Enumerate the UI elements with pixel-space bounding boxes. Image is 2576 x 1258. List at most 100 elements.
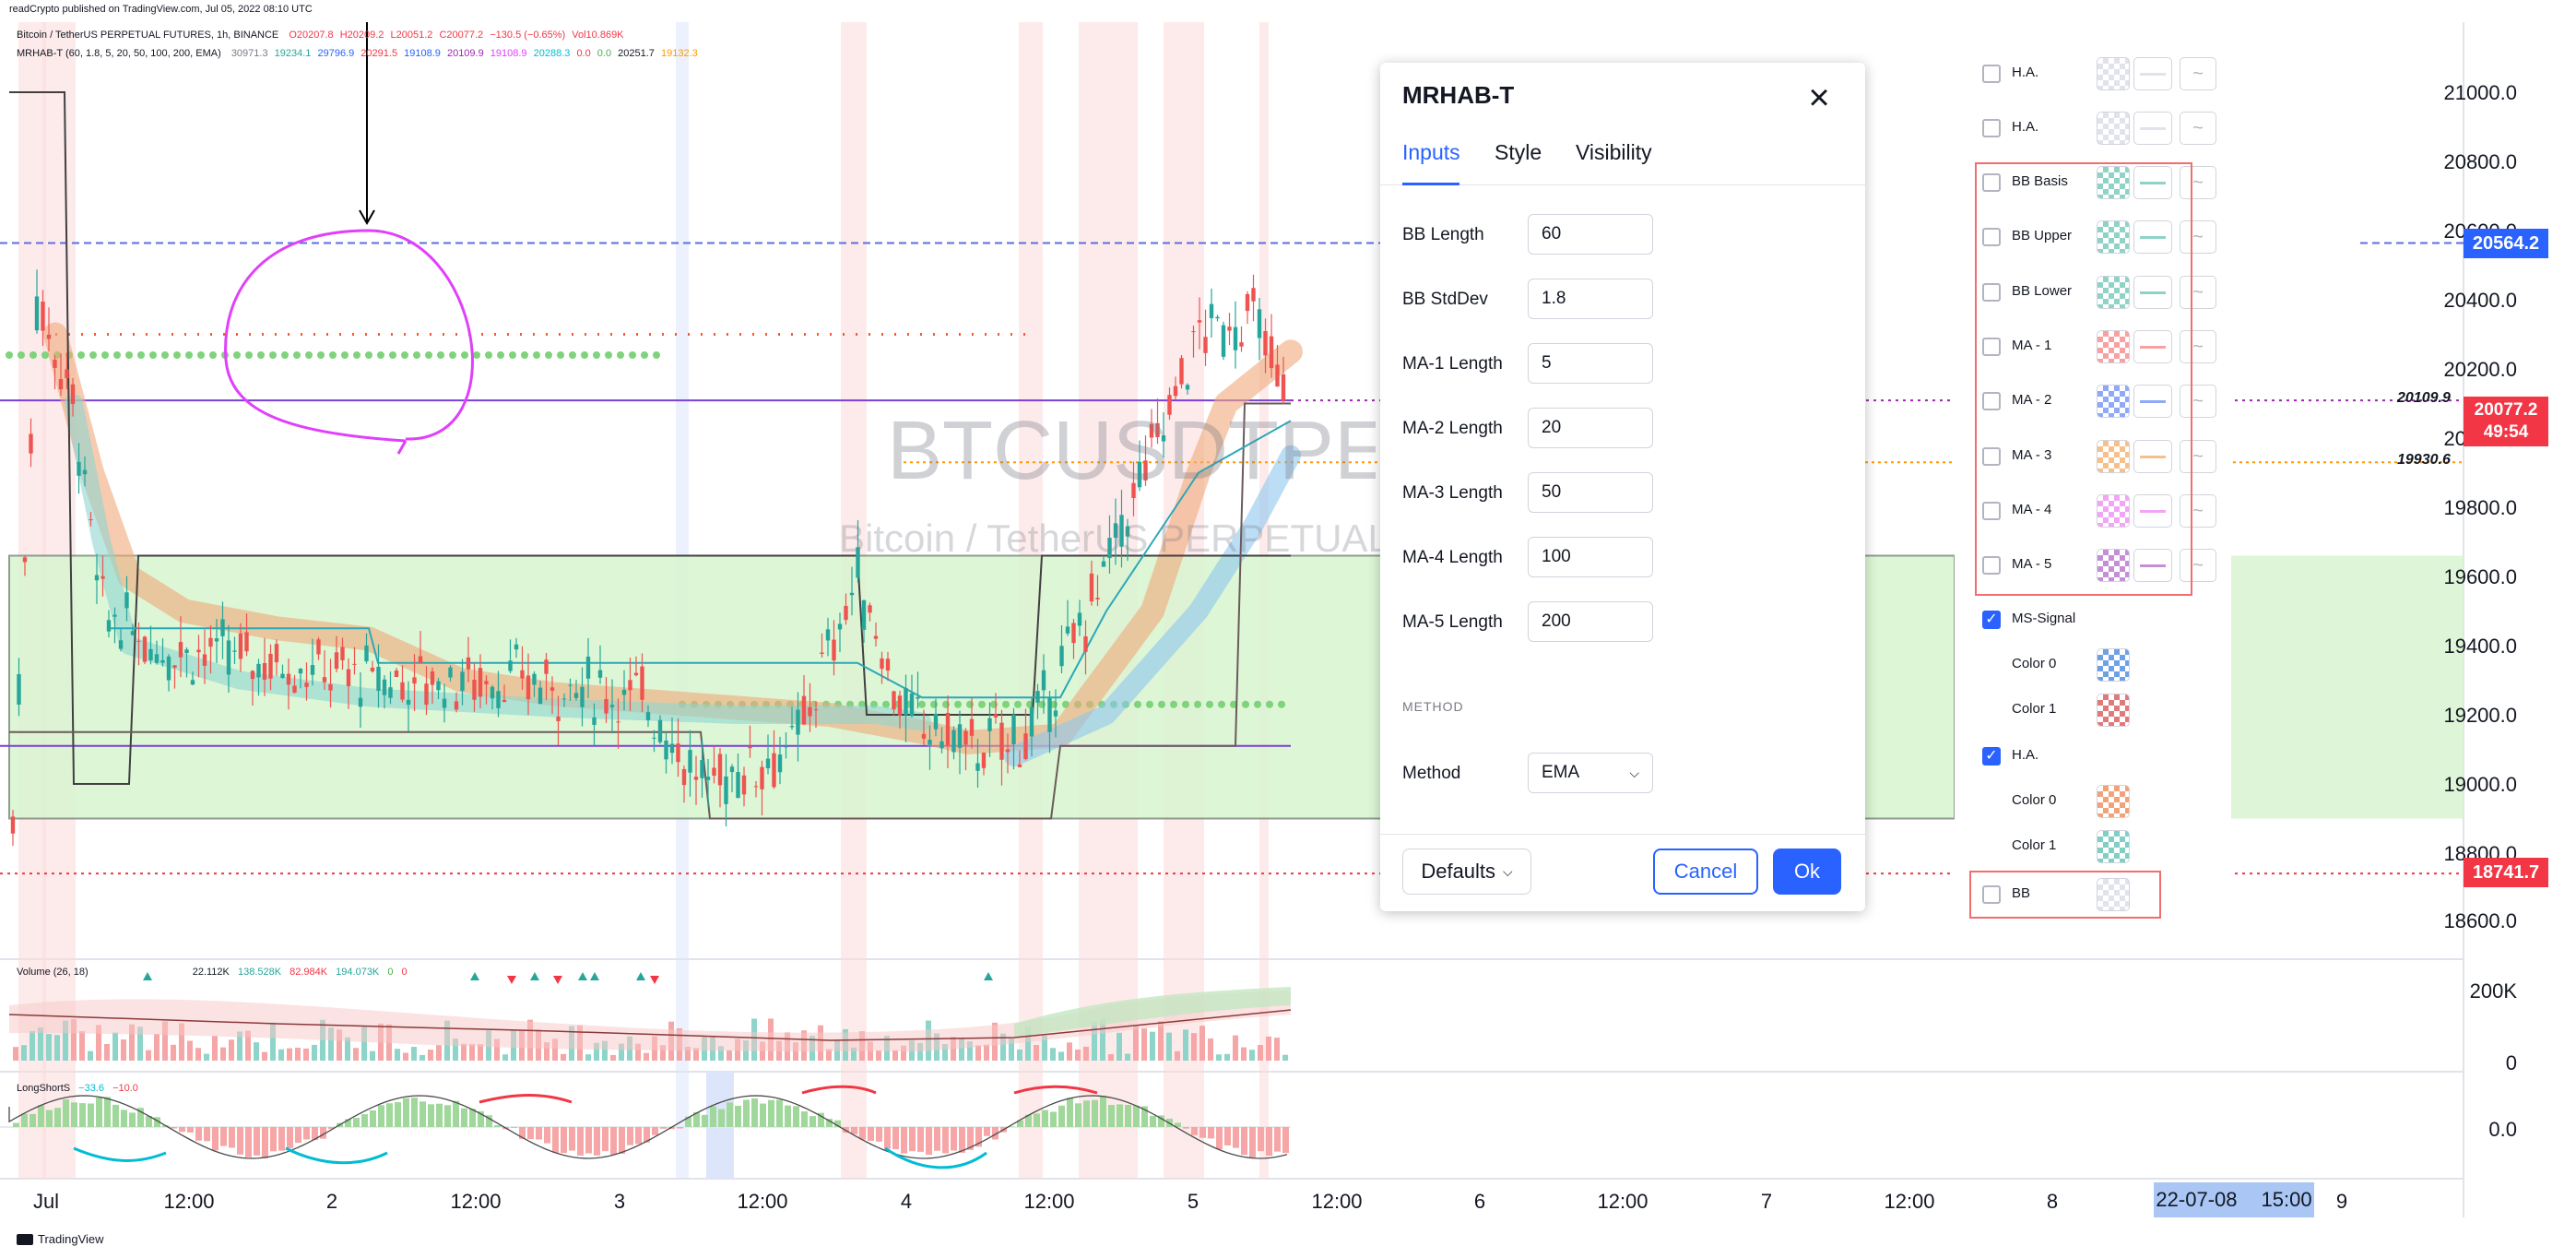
plot-type-icon[interactable]: ~	[2180, 276, 2216, 309]
visibility-checkbox[interactable]	[1982, 502, 2001, 520]
osc-bar	[1224, 1127, 1231, 1145]
color-swatch[interactable]	[2097, 830, 2130, 863]
candle-body	[124, 592, 129, 609]
plot-type-icon[interactable]: ~	[2180, 385, 2216, 418]
color-swatch[interactable]	[2097, 276, 2130, 309]
plot-type-icon[interactable]: ~	[2180, 220, 2216, 254]
color-swatch[interactable]	[2097, 330, 2130, 363]
osc-bar	[278, 1127, 285, 1151]
symbol-legend: Bitcoin / TetherUS PERPETUAL FUTURES, 1h…	[17, 30, 632, 41]
bb-stddev-input[interactable]: 1.8	[1528, 279, 1653, 319]
line-style-button[interactable]	[2133, 276, 2172, 309]
ma2-length-input[interactable]: 20	[1528, 408, 1653, 448]
candle-body	[1227, 326, 1232, 331]
color-swatch[interactable]	[2097, 648, 2130, 682]
dot-series	[641, 351, 648, 359]
osc-bar	[46, 1110, 53, 1127]
color-swatch[interactable]	[2097, 166, 2130, 199]
candle-body	[46, 334, 52, 339]
visibility-checkbox[interactable]	[1982, 283, 2001, 302]
plot-type-icon[interactable]: ~	[2180, 549, 2216, 582]
candle-body	[1173, 386, 1178, 397]
color-swatch[interactable]	[2097, 549, 2130, 582]
candle-body	[394, 670, 399, 677]
candle-body	[951, 730, 956, 753]
indicator-legend[interactable]: MRHAB-T (60, 1.8, 5, 20, 50, 100, 200, E…	[17, 48, 705, 59]
indicator-settings-dialog: MRHAB-T × Inputs Style Visibility BB Len…	[1380, 63, 1865, 911]
visibility-checkbox[interactable]	[1982, 338, 2001, 356]
color-swatch[interactable]	[2097, 494, 2130, 528]
osc-bar	[104, 1097, 111, 1127]
dot-series	[389, 351, 396, 359]
candle-body	[772, 753, 776, 788]
close-icon[interactable]: ×	[1808, 77, 1830, 118]
visibility-checkbox[interactable]	[1982, 392, 2001, 410]
candle-body	[1275, 364, 1280, 387]
tab-visibility[interactable]: Visibility	[1576, 140, 1652, 164]
color-label: Color 0	[2012, 792, 2057, 808]
dot-series	[449, 351, 456, 359]
ma5-length-input[interactable]: 200	[1528, 601, 1653, 642]
line-style-button[interactable]	[2133, 220, 2172, 254]
plot-type-icon[interactable]: ~	[2180, 166, 2216, 199]
visibility-checkbox[interactable]	[1982, 885, 2001, 904]
input-label: MA-5 Length	[1402, 612, 1503, 632]
visibility-checkbox[interactable]	[1982, 228, 2001, 246]
cancel-button[interactable]: Cancel	[1653, 849, 1758, 895]
osc-bar	[419, 1101, 426, 1127]
line-style-button[interactable]	[2133, 57, 2172, 90]
ok-button[interactable]: Ok	[1773, 849, 1841, 895]
color-swatch[interactable]	[2097, 220, 2130, 254]
checkmark-icon[interactable]: ✓	[1982, 611, 2001, 629]
osc-bar	[1258, 1127, 1264, 1152]
ma3-length-input[interactable]: 50	[1528, 472, 1653, 513]
line-style-button[interactable]	[2133, 494, 2172, 528]
plot-type-icon[interactable]: ~	[2180, 440, 2216, 473]
bb-length-input[interactable]: 60	[1528, 214, 1653, 255]
color-swatch[interactable]	[2097, 878, 2130, 911]
defaults-button[interactable]: Defaults ⌵	[1402, 849, 1531, 895]
tab-inputs[interactable]: Inputs	[1402, 140, 1460, 164]
plot-type-icon[interactable]: ~	[2180, 494, 2216, 528]
color-swatch[interactable]	[2097, 440, 2130, 473]
branding[interactable]: TradingView	[17, 1232, 104, 1246]
ma1-length-input[interactable]: 5	[1528, 343, 1653, 384]
color-swatch[interactable]	[2097, 57, 2130, 90]
visibility-checkbox[interactable]	[1982, 173, 2001, 192]
line-style-button[interactable]	[2133, 112, 2172, 145]
line-style-button[interactable]	[2133, 166, 2172, 199]
osc-bar	[1233, 1127, 1239, 1148]
visibility-checkbox[interactable]	[1982, 65, 2001, 83]
visibility-checkbox[interactable]	[1982, 447, 2001, 466]
candle-body	[292, 685, 297, 693]
osc-bar	[801, 1111, 808, 1127]
visibility-checkbox[interactable]	[1982, 119, 2001, 137]
ma4-length-input[interactable]: 100	[1528, 537, 1653, 577]
color-swatch[interactable]	[2097, 694, 2130, 727]
line-style-button[interactable]	[2133, 385, 2172, 418]
volume-bar	[693, 1048, 699, 1061]
osc-bar	[561, 1127, 567, 1154]
osc-bar	[785, 1105, 791, 1127]
dot-series	[6, 351, 13, 359]
tab-style[interactable]: Style	[1495, 140, 1542, 164]
volume-bar	[1158, 1021, 1164, 1061]
plot-type-icon[interactable]: ~	[2180, 112, 2216, 145]
volume-bar	[21, 1045, 27, 1061]
line-style-button[interactable]	[2133, 549, 2172, 582]
line-style-button[interactable]	[2133, 440, 2172, 473]
volume-band	[1014, 987, 1291, 1038]
volume-legend[interactable]: Volume (26, 18) 22.112K 138.528K 82.984K…	[17, 967, 408, 978]
osc-legend[interactable]: LongShortS −33.6 −10.0	[17, 1083, 138, 1094]
osc-bar	[585, 1127, 592, 1154]
osc-bar	[685, 1116, 691, 1127]
color-swatch[interactable]	[2097, 385, 2130, 418]
line-style-button[interactable]	[2133, 330, 2172, 363]
color-swatch[interactable]	[2097, 112, 2130, 145]
visibility-checkbox[interactable]	[1982, 556, 2001, 575]
checkmark-icon[interactable]: ✓	[1982, 747, 2001, 765]
method-select[interactable]: EMA ⌵	[1528, 753, 1653, 793]
plot-type-icon[interactable]: ~	[2180, 57, 2216, 90]
color-swatch[interactable]	[2097, 785, 2130, 818]
plot-type-icon[interactable]: ~	[2180, 330, 2216, 363]
